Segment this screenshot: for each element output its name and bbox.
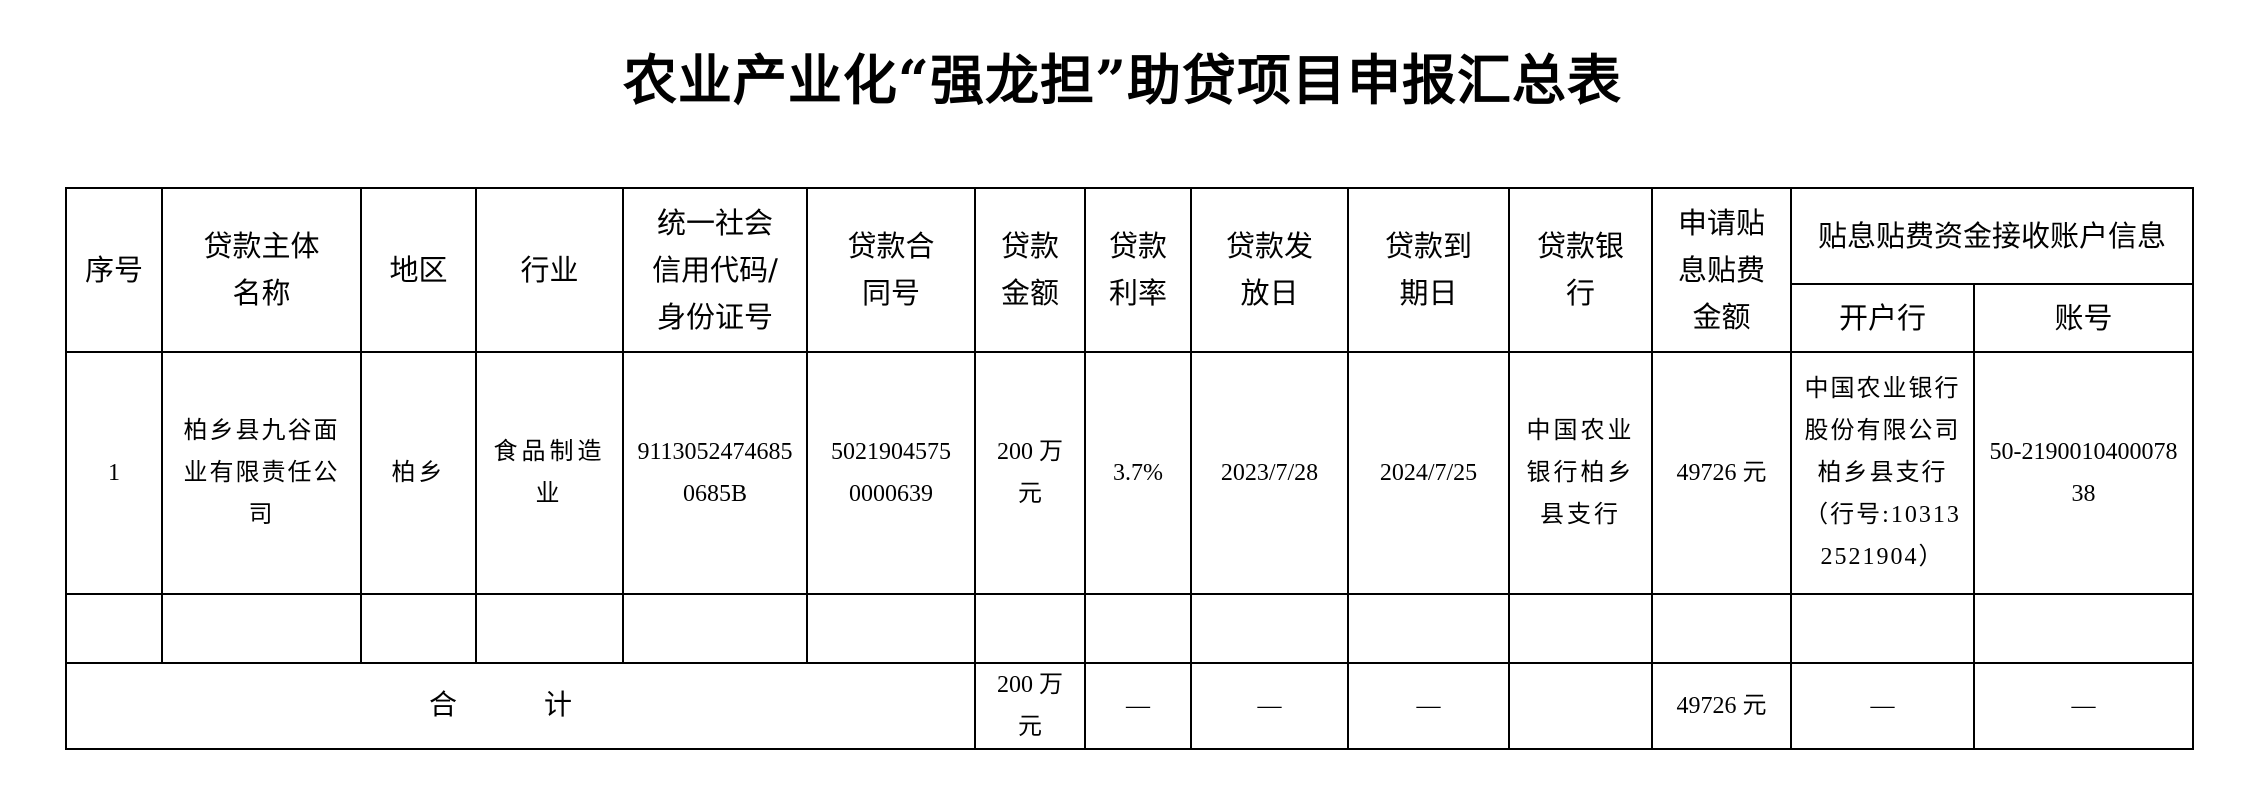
empty-cell <box>1084 593 1192 664</box>
header-row: 序号 贷款主体名称 地区 行业 统一社会信用代码/身份证号 贷款合同号 贷款金额… <box>65 187 2195 353</box>
table-row: 1 柏乡县九谷面业有限责任公司 柏乡 食品制造业 911305247468506… <box>65 351 2195 595</box>
empty-cell <box>1347 593 1510 664</box>
cell-subsidy: 49726 元 <box>1651 351 1792 595</box>
cell-due-date: 2024/7/25 <box>1347 351 1510 595</box>
header-region: 地区 <box>360 187 477 353</box>
total-row: 合 计 200 万元 — — — 49726 元 — — <box>65 662 2195 750</box>
header-due-date: 贷款到期日 <box>1347 187 1510 353</box>
header-credit-code: 统一社会信用代码/身份证号 <box>622 187 808 353</box>
cell-bank: 中国农业银行柏乡县支行 <box>1508 351 1653 595</box>
empty-cell <box>1651 593 1792 664</box>
empty-cell <box>622 593 808 664</box>
header-account-no: 账号 <box>1972 283 2195 353</box>
cell-credit-code: 91130524746850685B <box>622 351 808 595</box>
cell-contract-no: 50219045750000639 <box>806 351 976 595</box>
cell-open-bank: 中国农业银行股份有限公司柏乡县支行（行号:103132521904） <box>1790 351 1975 595</box>
header-subrow: 开户行 账号 <box>66 283 2195 353</box>
empty-cell <box>806 593 976 664</box>
empty-cell <box>974 593 1086 664</box>
header-subsidy: 申请贴息贴费金额 <box>1651 187 1792 353</box>
summary-table: 序号 贷款主体名称 地区 行业 统一社会信用代码/身份证号 贷款合同号 贷款金额… <box>65 187 2195 750</box>
header-amount: 贷款金额 <box>974 187 1086 353</box>
cell-amount: 200 万元 <box>974 351 1086 595</box>
empty-cell <box>1190 593 1349 664</box>
header-issue-date: 贷款发放日 <box>1190 187 1349 353</box>
empty-cell <box>65 593 163 664</box>
empty-cell <box>475 593 624 664</box>
total-amount: 200 万元 <box>974 662 1086 750</box>
header-bank: 贷款银行 <box>1508 187 1653 353</box>
header-borrower: 贷款主体名称 <box>161 187 362 353</box>
header-industry: 行业 <box>475 187 624 353</box>
total-open-bank: — <box>1790 662 1975 750</box>
total-label: 合 计 <box>65 662 976 750</box>
total-issue-date: — <box>1190 662 1349 750</box>
header-rate: 贷款利率 <box>1084 187 1192 353</box>
total-rate: — <box>1084 662 1192 750</box>
empty-cell <box>360 593 477 664</box>
empty-cell <box>1508 593 1653 664</box>
empty-cell <box>161 593 362 664</box>
cell-seq: 1 <box>65 351 163 595</box>
cell-account-no: 50-219001040007838 <box>1972 351 2195 595</box>
empty-cell <box>1972 593 2195 664</box>
header-open-bank: 开户行 <box>1790 283 1975 353</box>
empty-row <box>65 593 2195 664</box>
cell-issue-date: 2023/7/28 <box>1190 351 1349 595</box>
cell-region: 柏乡 <box>360 351 477 595</box>
header-account-info: 贴息贴费资金接收账户信息 <box>1789 187 2195 285</box>
header-contract-no: 贷款合同号 <box>806 187 976 353</box>
cell-industry: 食品制造业 <box>475 351 624 595</box>
total-subsidy: 49726 元 <box>1651 662 1792 750</box>
cell-borrower: 柏乡县九谷面业有限责任公司 <box>161 351 362 595</box>
total-due-date: — <box>1347 662 1510 750</box>
total-bank <box>1508 662 1653 750</box>
empty-cell <box>1790 593 1975 664</box>
total-account-no: — <box>1972 662 2195 750</box>
cell-rate: 3.7% <box>1084 351 1192 595</box>
header-seq: 序号 <box>65 187 163 353</box>
page-title: 农业产业化“强龙担”助贷项目申报汇总表 <box>622 48 1623 112</box>
